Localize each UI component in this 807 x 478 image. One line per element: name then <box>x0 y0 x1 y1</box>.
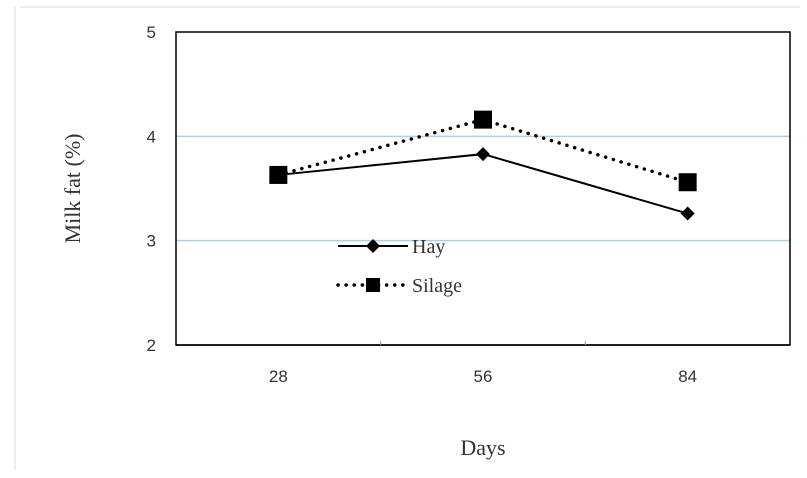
legend-silage-marker <box>366 278 380 292</box>
legend-silage-label: Silage <box>412 275 462 297</box>
hay-series-line <box>278 153 688 215</box>
y-tick-label: 3 <box>147 232 156 251</box>
y-axis-title: Milk fat (%) <box>60 134 85 244</box>
y-tick-label: 2 <box>147 336 156 355</box>
y-tick-label: 4 <box>147 127 156 146</box>
x-tick-label: 56 <box>474 367 493 386</box>
y-tick-label: 5 <box>147 23 156 42</box>
x-tick-label: 28 <box>269 367 288 386</box>
silage-data-point <box>474 110 492 129</box>
legend: Hay Silage <box>336 236 462 297</box>
hay-data-point <box>680 206 695 221</box>
axes: 2 3 4 5 28 56 84 <box>147 23 790 386</box>
hay-data-point <box>476 147 490 162</box>
legend-hay-label: Hay <box>412 236 445 258</box>
silage-data-point <box>269 165 288 184</box>
silage-data-point <box>678 173 697 192</box>
legend-hay-marker <box>366 239 380 253</box>
x-axis-title: Days <box>460 435 505 460</box>
gridlines <box>176 135 790 242</box>
plot-area <box>175 31 791 346</box>
x-tick-label: 84 <box>678 367 697 386</box>
series <box>269 110 697 221</box>
